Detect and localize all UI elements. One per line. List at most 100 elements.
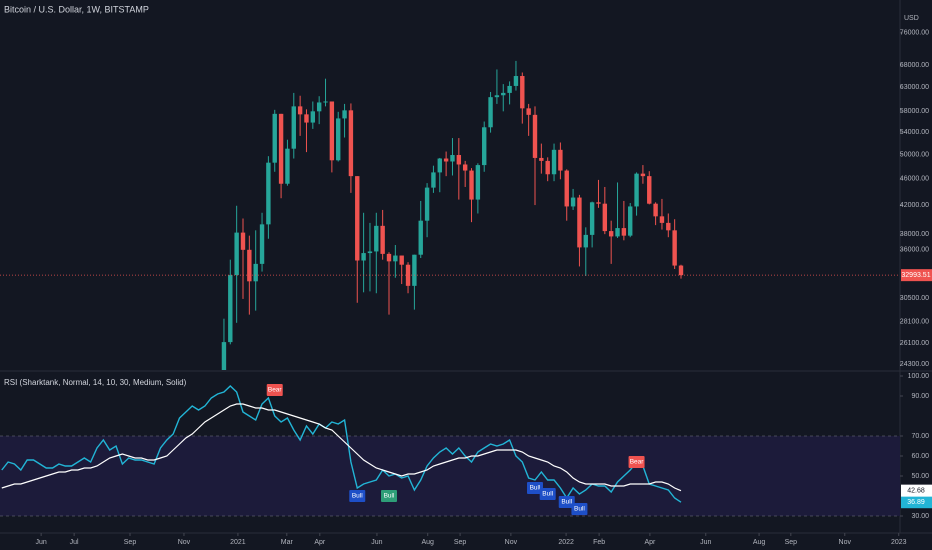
candle-body (431, 172, 436, 188)
candle-body (228, 275, 233, 343)
candle-body (450, 155, 455, 162)
candle-body (659, 216, 665, 223)
y-tick-label: 60.00 (911, 453, 929, 460)
candle-body (653, 203, 658, 217)
candle-body (393, 255, 398, 262)
y-tick-label: 50.00 (911, 473, 929, 480)
candle-body (234, 232, 239, 276)
candle-body (336, 118, 341, 161)
candle-body (539, 157, 544, 161)
candle-body (443, 158, 449, 162)
candle-body (437, 158, 442, 173)
candle-body (323, 101, 328, 103)
y-tick-label: 42000.00 (900, 202, 929, 209)
candle-body (399, 255, 404, 265)
signal-marker (349, 490, 366, 502)
x-tick-label: Jun (371, 539, 382, 546)
y-tick-label: 50000.00 (900, 151, 929, 158)
chart-title: Bitcoin / U.S. Dollar, 1W, BITSTAMP (4, 4, 149, 14)
last-price-label: 32993.51 (901, 272, 930, 279)
candle-body (551, 149, 557, 175)
candle-body (577, 197, 582, 248)
last-price-tag (901, 269, 932, 282)
candle-body (456, 155, 462, 165)
candle-body (329, 101, 335, 161)
candle-body (545, 160, 550, 175)
candle-body (475, 165, 481, 200)
rsi-line (1, 403, 682, 492)
signal-label: Bull (561, 499, 572, 506)
candle-body (513, 76, 519, 86)
candle-body (348, 110, 354, 177)
candle-body (570, 197, 576, 207)
rsi-band (0, 436, 900, 516)
x-tick-label: Sep (454, 539, 467, 546)
candle-body (526, 108, 531, 115)
candle-body (247, 249, 252, 282)
x-tick-label: Mar (281, 539, 294, 546)
candle-body (374, 225, 379, 252)
candle-body (608, 231, 614, 237)
y-tick-label: 30500.00 (900, 295, 929, 302)
candle-body (310, 111, 316, 123)
candle-body (666, 222, 671, 231)
candle-body (501, 92, 506, 96)
signal-label: Bear (268, 387, 283, 394)
signal-marker (266, 384, 283, 396)
candle-body (291, 106, 296, 149)
y-tick-label: 68000.00 (900, 62, 929, 69)
signal-marker (380, 490, 397, 502)
x-tick-label: Apr (644, 539, 656, 546)
candle-body (424, 187, 430, 221)
y-tick-label: 38000.00 (900, 231, 929, 238)
candle-body (221, 342, 227, 370)
candle-body (564, 170, 569, 207)
candle-body (240, 232, 246, 250)
x-tick-label: Nov (178, 539, 191, 546)
candle-body (589, 202, 595, 235)
candle-body (253, 263, 258, 282)
x-tick-label: 2021 (230, 539, 246, 546)
candle-body (678, 265, 684, 276)
x-tick-label: Sep (785, 539, 798, 546)
x-tick-label: 2022 (558, 539, 574, 546)
value-tag (901, 484, 932, 497)
x-tick-label: 2023 (891, 539, 907, 546)
x-tick-label: Jun (35, 539, 46, 546)
value-tag (901, 496, 932, 509)
y-tick-label: 36000.00 (900, 247, 929, 254)
candle-body (380, 225, 385, 254)
x-tick-label: Nov (839, 539, 852, 546)
y-tick-label: 26100.00 (900, 340, 929, 347)
y-tick-label: 100.00 (908, 373, 930, 380)
signal-marker (526, 482, 543, 494)
candle-body (482, 127, 487, 166)
candle-body (285, 148, 290, 184)
candle-body (342, 110, 347, 119)
candle-body (304, 114, 309, 123)
y-tick-label: 63000.00 (900, 84, 929, 91)
signal-marker (558, 496, 575, 508)
candle-body (494, 95, 500, 98)
candle-body (634, 173, 639, 207)
y-tick-label: 28100.00 (900, 319, 929, 326)
axes: 76000.00 68000.00 63000.00 58000.00 54000.00… (35, 30, 932, 546)
x-tick-label: Nov (505, 539, 518, 546)
indicator-title: RSI (Sharktank, Normal, 14, 10, 30, Medi… (4, 378, 187, 387)
candle-body (583, 234, 588, 248)
signal-label: Bull (352, 493, 363, 500)
candle-body (621, 228, 627, 236)
value-tag-label: 36.89 (907, 499, 925, 506)
signal-marker (539, 488, 556, 500)
signal-label: Bear (630, 459, 645, 466)
candle-body (520, 76, 525, 109)
x-tick-label: Sep (124, 539, 137, 546)
candle-body (488, 97, 493, 128)
candle-body (462, 164, 468, 171)
y-tick-label: 24300.00 (900, 361, 929, 368)
x-tick-label: Jul (70, 539, 79, 546)
candle-body (640, 173, 646, 177)
candle-body (469, 170, 474, 200)
candle-body (615, 228, 620, 237)
